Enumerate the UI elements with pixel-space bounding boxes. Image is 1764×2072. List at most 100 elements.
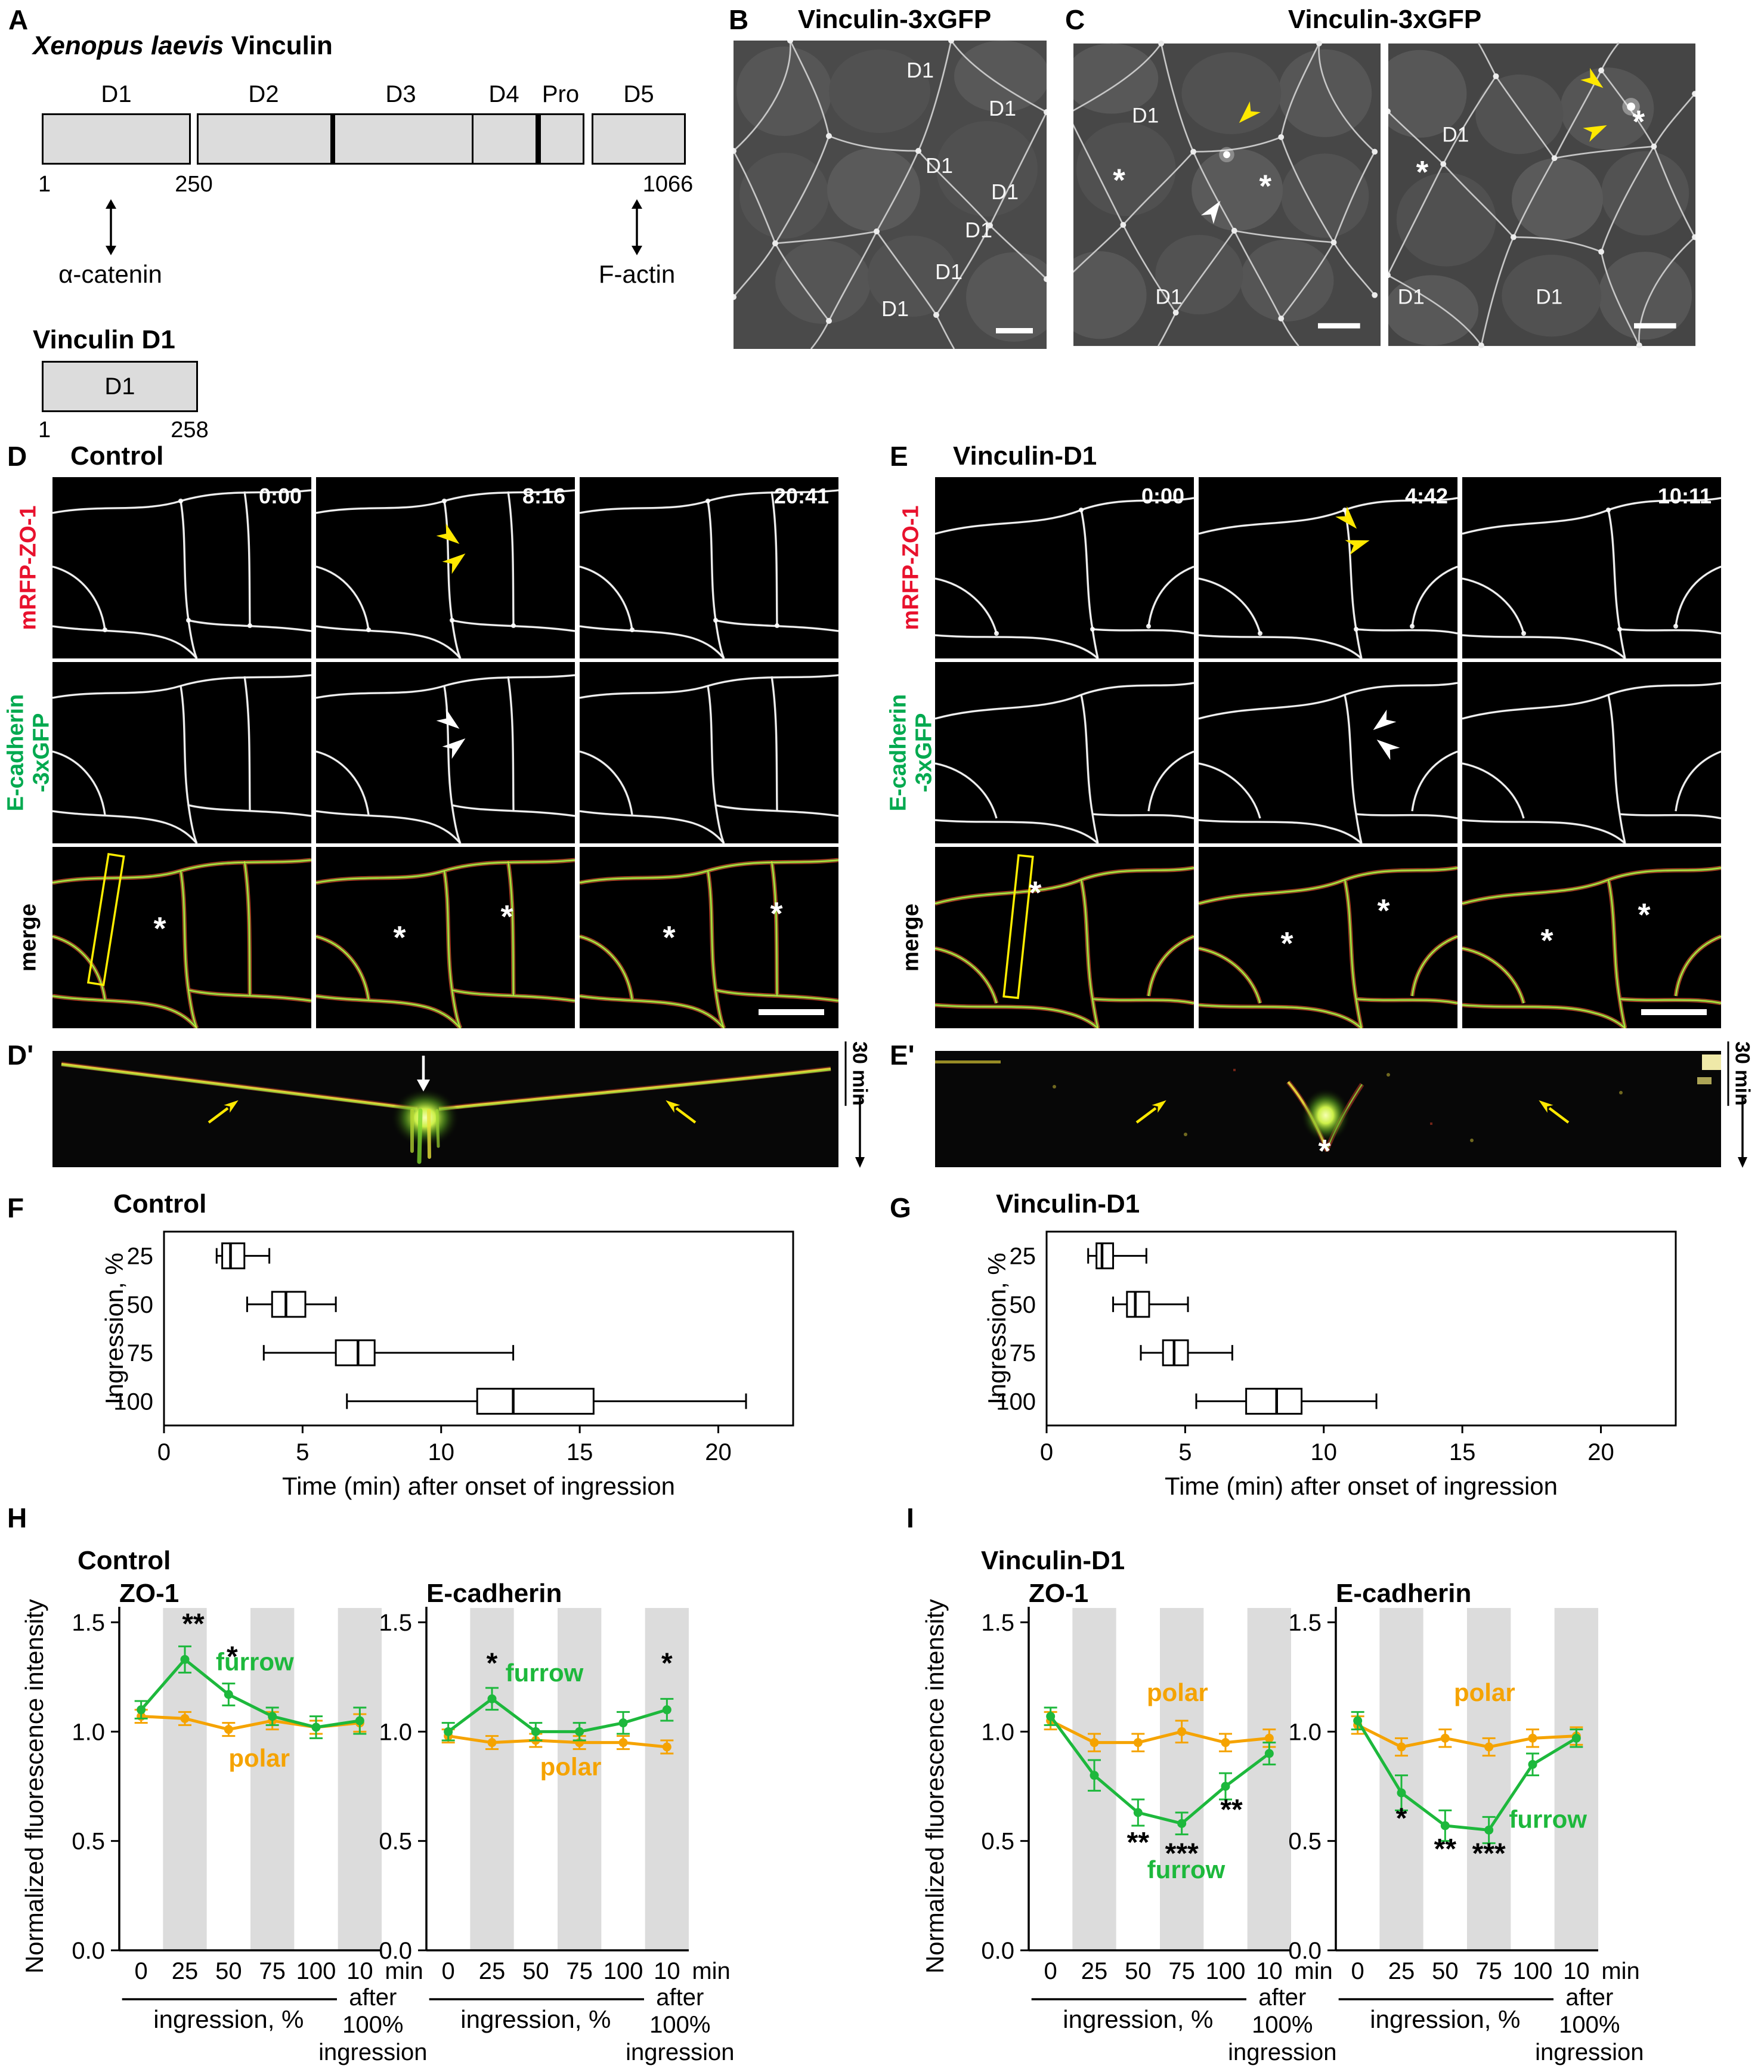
d1-annotation: D1 [935,259,963,284]
data-point [355,1716,364,1725]
bright-junction-dot [1223,151,1230,159]
data-point [180,1654,190,1664]
data-point [1484,1742,1494,1752]
stripe [470,1608,514,1950]
chart-title: E-cadherin [1336,1579,1471,1608]
row-label-mrfp-zo1: mRFP-ZO-1 [898,505,924,630]
cell-asterisk: * [1540,923,1553,958]
cell-asterisk: * [1633,104,1645,140]
after-label: ingression [626,2039,734,2065]
domain-divider [536,115,541,163]
data-point [531,1727,540,1736]
protein-name: Vinculin [224,31,333,60]
row-label-line1: E-cadherin [3,694,29,812]
kymo-fingers [410,1108,440,1164]
xtick-label: 10 [1563,1958,1590,1984]
cell-asterisk: * [1280,926,1293,961]
xtick-label: 0 [1044,1958,1057,1984]
data-point [224,1690,233,1699]
data-point [1264,1749,1274,1758]
vinculind1-ecadherin-intensity-chart: E-cadherin 0.0 0.5 1.0 1.5 0 25 50 75 100 10 min ing… [1288,1579,1644,2065]
ytick-label: 1.0 [981,1719,1014,1745]
data-point [1440,1821,1450,1830]
stripe [1554,1608,1598,1950]
group-label: ingression, % [1063,2005,1213,2033]
series-furrow [134,1645,367,1739]
control-merge-frame-2: * * [316,847,575,1028]
significance: ** [1127,1827,1150,1858]
ytick-label: 0.0 [1288,1938,1322,1964]
kymo-streaks [61,1062,831,1111]
alpha-catenin-binding-arrow [106,199,116,255]
timestamp: 10:11 [1658,484,1712,508]
d1-annotation: D1 [991,180,1019,204]
control-ecad-frame-2 [316,662,575,843]
data-point [1484,1825,1494,1835]
domain-d1-box [42,113,191,165]
timestamp: 8:16 [522,484,565,508]
construct-end: 258 [171,418,209,443]
data-point [224,1725,233,1734]
ytick-label: 25 [1010,1244,1036,1270]
panel-a-label: A [8,4,29,35]
stripe [1160,1608,1204,1950]
time-direction-arrow-icon [1738,1096,1747,1168]
control-ecadherin-intensity-chart: E-cadherin 0.0 0.5 1.0 1.5 0 25 50 75 100 10 min ing… [379,1579,734,2065]
kymograph-roi [86,852,125,986]
vinculind1-zo1-frame-3: 10:11 [1462,477,1721,658]
furrow-signal-blob [1301,1088,1351,1143]
series-line [447,1697,668,1733]
xtick-label: 10 [654,1958,680,1984]
data-point [1397,1788,1406,1798]
xtick-label: 0 [135,1958,148,1984]
data-point [1133,1808,1143,1817]
domain-d2-pro-box [197,113,584,165]
furrow-signal-blob [391,1088,460,1148]
data-point [180,1714,190,1723]
control-zo1-frame-3: 20:41 [580,477,838,658]
white-down-arrow-icon [417,1056,430,1091]
control-zo1-intensity-chart: ZO-1 0.0 0.5 1.0 1.5 0 25 50 75 100 10 min ingressio… [72,1579,427,2065]
data-point [1397,1742,1406,1752]
significance: *** [1472,1838,1506,1869]
data-point [1353,1716,1363,1725]
series-line [1356,1720,1577,1832]
plot-frame [1045,1230,1677,1427]
vinculin-gfp-micrograph: D1 D1 D1 D1 D1 D1 D1 [734,41,1047,349]
yellow-junction-arrows [1135,1097,1570,1124]
control-ecad-frame-3 [580,662,838,843]
ytick-label: 100 [113,1388,153,1415]
row-label-ecadherin: E-cadherin -3xGFP [3,694,54,811]
construct-d1-box: D1 [42,361,198,412]
xtick-label: 10 [346,1958,373,1984]
stripe [558,1608,602,1950]
row-label-line2: -3xGFP [29,713,54,793]
series-furrow [1044,1706,1276,1836]
data-point [311,1722,321,1732]
ytick-label: 0.5 [981,1829,1014,1855]
row-label-line2: -3xGFP [911,713,936,793]
data-point [487,1738,497,1748]
group-label: ingression, % [460,2005,611,2033]
ytick-label: 1.0 [72,1719,105,1745]
x-axis-label: Time (min) after onset of ingression [1165,1472,1558,1500]
xtick-label: 5 [1178,1439,1192,1465]
d1-annotation: D1 [1155,285,1182,308]
series-label: furrow [506,1659,584,1687]
panel-f-title: Control [113,1189,207,1219]
cell-asterisk: * [663,920,675,955]
d1-annotation: D1 [1132,104,1159,127]
control-zo1-frame-1: 0:00 [52,477,311,658]
xtick-label: 5 [296,1439,309,1465]
after-label: ingression [1535,2039,1644,2065]
xtick-label: 0 [1040,1439,1053,1465]
vinculind1-kymograph: * [935,1051,1721,1167]
panel-d-label: D [7,441,27,472]
box [1245,1387,1303,1415]
d1-annotation: D1 [1442,123,1469,147]
species-name: Xenopus laevis [33,31,224,60]
xtick-label: 20 [1587,1439,1614,1465]
series-label: polar [228,1744,290,1772]
series-polar [1044,1711,1276,1752]
xtick-label: 50 [1125,1958,1152,1984]
